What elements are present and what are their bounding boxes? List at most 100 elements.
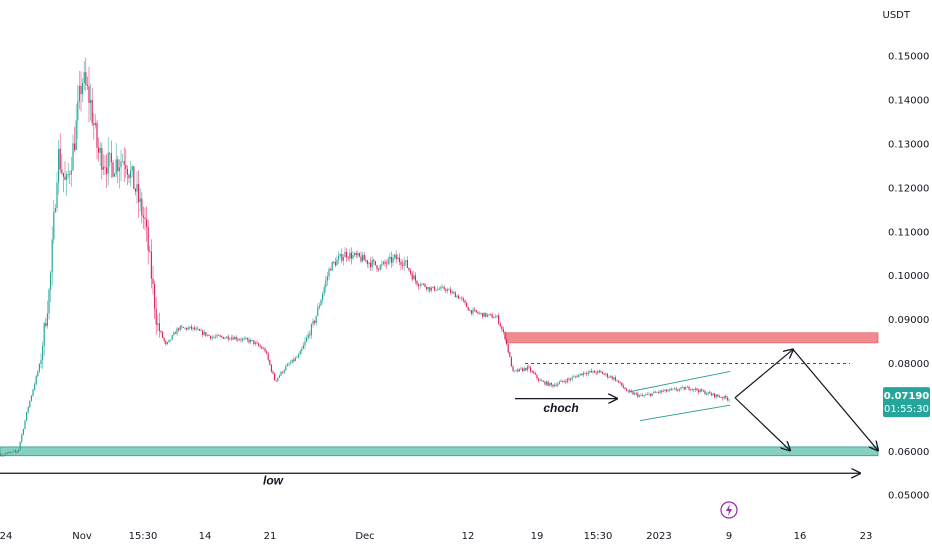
candle-body <box>202 330 204 335</box>
candle <box>637 391 639 399</box>
candle <box>693 389 695 393</box>
candle-body <box>208 334 210 336</box>
candle <box>139 188 141 212</box>
candle <box>640 392 642 397</box>
candle <box>69 170 71 185</box>
candle-body <box>109 152 111 154</box>
candle-body <box>432 286 434 288</box>
candle <box>723 395 725 400</box>
candle <box>648 391 650 396</box>
candle <box>202 329 204 338</box>
candle <box>627 389 629 392</box>
candle-body <box>456 295 458 298</box>
candle <box>230 335 232 342</box>
candle <box>587 369 589 377</box>
candle-body <box>555 384 557 386</box>
candle <box>274 372 276 381</box>
candle-body <box>627 390 629 392</box>
candle <box>306 335 308 343</box>
candle <box>256 340 258 344</box>
candle-body <box>400 261 402 265</box>
candle-body <box>83 72 85 83</box>
candle-body <box>157 323 159 325</box>
candle <box>642 393 644 397</box>
candle-body <box>504 331 506 340</box>
projection-arrow <box>734 349 793 399</box>
candle-body <box>605 373 607 375</box>
candle <box>48 287 50 320</box>
candle <box>466 301 468 307</box>
candle-body <box>563 381 565 383</box>
candle <box>304 336 306 350</box>
candle <box>85 57 87 92</box>
candle <box>525 367 527 372</box>
candle-body <box>46 313 48 326</box>
candles-group <box>0 57 730 458</box>
candle <box>264 346 266 353</box>
candle-body <box>266 351 268 354</box>
candle-body <box>429 287 431 291</box>
candle-body <box>427 287 429 290</box>
candle <box>26 412 28 422</box>
candle <box>270 363 272 374</box>
candle <box>654 390 656 393</box>
candle <box>517 367 519 374</box>
candle <box>226 336 228 338</box>
candle-body <box>424 284 426 287</box>
candle-body <box>294 357 296 361</box>
candle <box>261 345 263 350</box>
candle <box>189 326 191 330</box>
candle-body <box>454 292 456 298</box>
candle-body <box>398 257 400 262</box>
candle <box>717 393 719 398</box>
candle <box>392 254 394 267</box>
channel-line <box>627 370 731 393</box>
candle-body <box>10 452 12 454</box>
candle-body <box>477 312 479 314</box>
candle-body <box>374 261 376 266</box>
candle <box>478 311 480 315</box>
candle <box>683 386 685 391</box>
candle <box>365 255 367 263</box>
candle-body <box>715 394 717 398</box>
candle <box>120 149 122 181</box>
candle <box>86 76 88 90</box>
candle-body <box>411 273 413 280</box>
candle-body <box>66 174 68 180</box>
candle <box>366 259 368 268</box>
candle-body <box>96 122 98 148</box>
candle <box>158 312 160 338</box>
candle-body <box>699 389 701 393</box>
candle <box>547 380 549 387</box>
candle <box>334 257 336 268</box>
x-tick-label: 2023 <box>646 531 671 542</box>
candle-body <box>118 167 120 172</box>
x-tick-label: Nov <box>72 531 92 542</box>
candle <box>574 375 576 379</box>
candle-body <box>210 335 212 339</box>
candle <box>160 330 162 335</box>
candle <box>594 369 596 373</box>
candle <box>376 264 378 273</box>
candle-body <box>216 335 218 337</box>
candle <box>686 385 688 388</box>
candle-body <box>339 253 341 257</box>
x-tick-label: 19 <box>531 531 544 542</box>
candle-body <box>283 370 285 373</box>
candle <box>101 142 103 180</box>
candle-body <box>725 395 727 398</box>
candle-body <box>112 162 114 177</box>
candle <box>352 250 354 260</box>
candle <box>707 392 709 396</box>
candle-body <box>197 328 199 330</box>
candle-body <box>330 269 332 271</box>
candle-body <box>698 390 700 393</box>
candle <box>726 395 728 402</box>
candle <box>486 313 488 318</box>
candle <box>331 261 333 272</box>
candle <box>278 374 280 379</box>
candle <box>563 379 565 383</box>
candle-body <box>390 256 392 263</box>
candle-body <box>472 309 474 314</box>
